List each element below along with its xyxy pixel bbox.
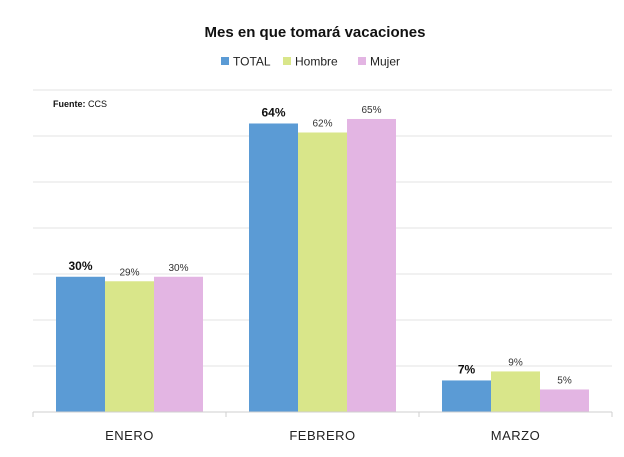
bar-total-febrero bbox=[249, 123, 298, 412]
data-label: 9% bbox=[508, 357, 523, 368]
legend-swatch bbox=[358, 57, 366, 65]
data-label: 30% bbox=[168, 263, 188, 274]
bar-total-marzo bbox=[442, 380, 491, 412]
value-labels: 30% 29% 30% 64% 62% 65% 7% 9% 5% bbox=[68, 105, 571, 386]
legend-swatch bbox=[283, 57, 291, 65]
category-label: MARZO bbox=[491, 428, 540, 443]
bars bbox=[56, 118, 589, 412]
bar-total-enero bbox=[56, 276, 105, 412]
data-label: 30% bbox=[68, 259, 92, 273]
bar-hombre-febrero bbox=[298, 132, 347, 412]
bar-hombre-marzo bbox=[491, 371, 540, 412]
chart-title: Mes en que tomará vacaciones bbox=[205, 24, 426, 41]
category-labels: ENERO FEBRERO MARZO bbox=[105, 428, 540, 443]
data-label: 7% bbox=[458, 362, 476, 376]
source-value: CCS bbox=[86, 99, 108, 109]
x-axis bbox=[32, 411, 613, 417]
legend-label: Mujer bbox=[370, 55, 400, 69]
bar-mujer-febrero bbox=[347, 118, 396, 412]
data-label: 62% bbox=[312, 119, 332, 130]
legend-label: Hombre bbox=[295, 55, 338, 69]
data-label: 64% bbox=[261, 105, 285, 119]
legend: TOTAL Hombre Mujer bbox=[221, 55, 400, 69]
source-label: Fuente: bbox=[53, 99, 86, 109]
bar-mujer-marzo bbox=[540, 389, 589, 412]
bar-mujer-enero bbox=[154, 276, 203, 412]
data-label: 5% bbox=[557, 375, 572, 386]
legend-swatch bbox=[221, 57, 229, 65]
category-label: FEBRERO bbox=[289, 428, 355, 443]
category-label: ENERO bbox=[105, 428, 154, 443]
legend-label: TOTAL bbox=[233, 55, 271, 69]
source-note: Fuente: CCS bbox=[53, 99, 107, 109]
data-label: 65% bbox=[361, 105, 381, 116]
data-label: 29% bbox=[119, 267, 139, 278]
bar-hombre-enero bbox=[105, 281, 154, 412]
